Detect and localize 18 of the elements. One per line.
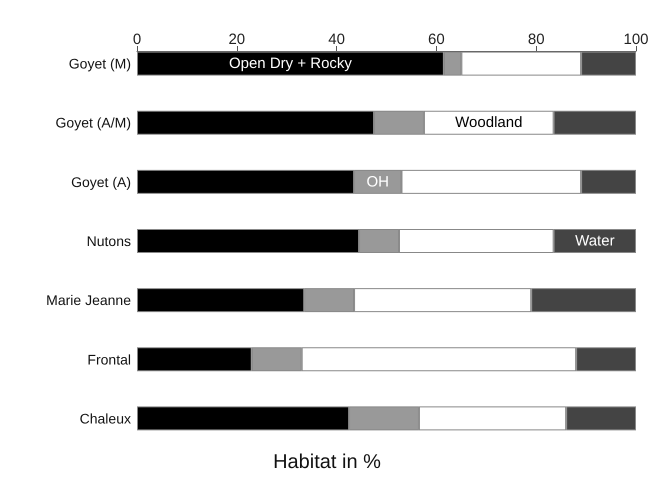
x-axis-title: Habitat in % bbox=[273, 451, 382, 473]
y-tick-label: Frontal bbox=[87, 351, 131, 368]
y-tick-label: Nutons bbox=[86, 233, 131, 249]
series-label: Woodland bbox=[455, 114, 522, 132]
y-tick-label: Goyet (A/M) bbox=[56, 114, 131, 131]
x-tick-label: 20 bbox=[228, 31, 246, 48]
x-tick-label: 80 bbox=[528, 31, 545, 48]
y-tick-label: Marie Jeanne bbox=[46, 292, 132, 308]
x-tick-label: 100 bbox=[623, 31, 649, 48]
series-label: Open Dry + Rocky bbox=[228, 55, 352, 72]
x-tick-label: 40 bbox=[328, 31, 345, 48]
y-tick-label: Goyet (M) bbox=[68, 56, 131, 72]
series-label: OH bbox=[366, 173, 390, 190]
y-tick-label: Chaleux bbox=[80, 410, 131, 426]
y-tick-label: Goyet (A) bbox=[71, 174, 131, 190]
x-tick-label: 60 bbox=[428, 31, 445, 48]
x-tick-label: 0 bbox=[132, 31, 142, 48]
series-label: Water bbox=[575, 232, 615, 250]
